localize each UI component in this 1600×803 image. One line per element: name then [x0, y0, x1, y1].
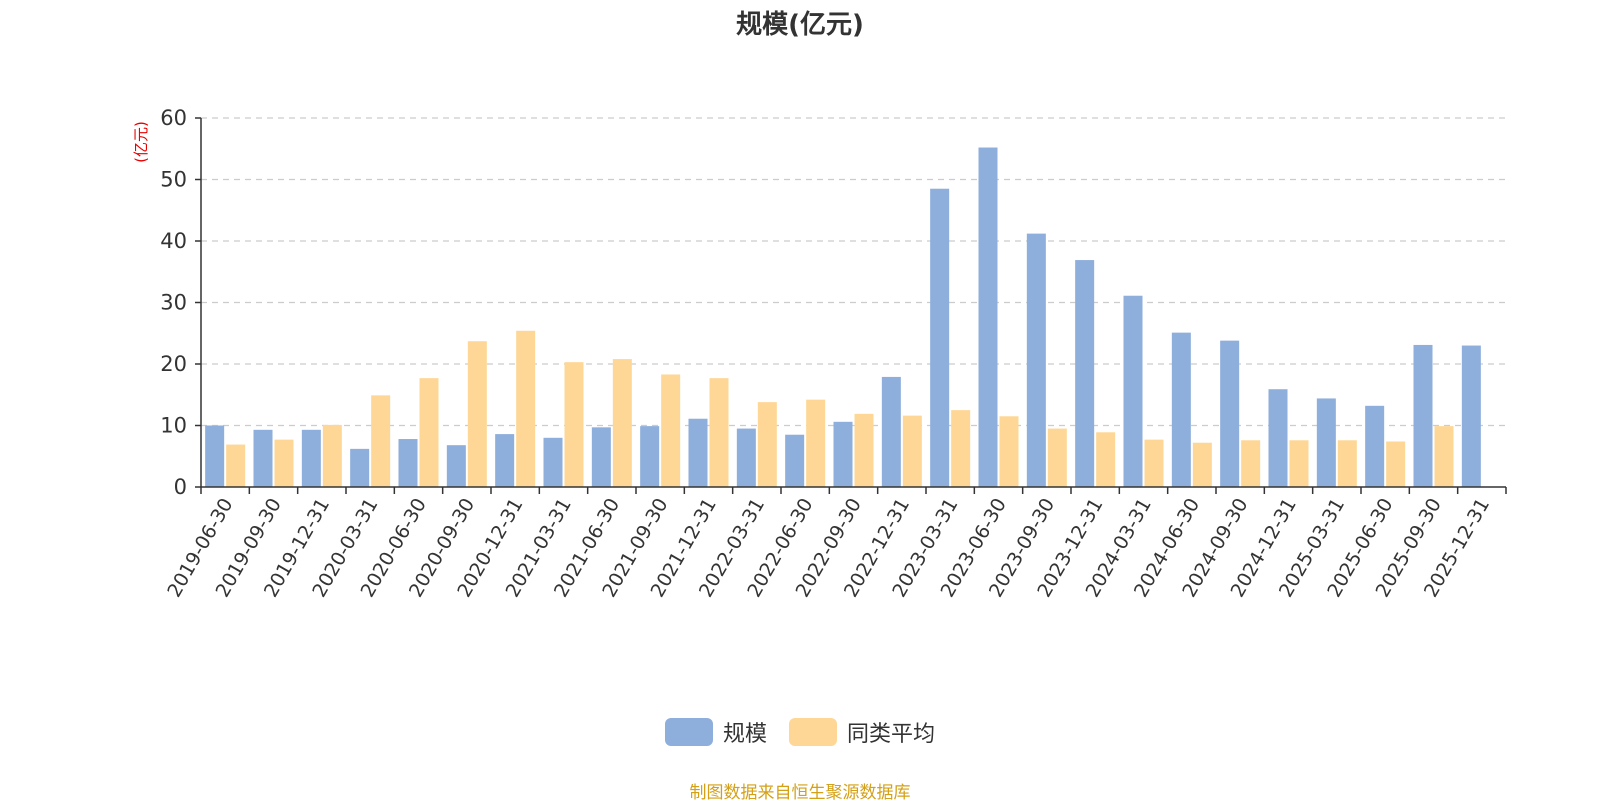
bar-scale[interactable]	[1316, 398, 1336, 487]
bar-scale[interactable]	[1123, 295, 1143, 487]
y-tick-label: 40	[160, 229, 187, 253]
bar-peer-average[interactable]	[999, 416, 1019, 487]
bar-scale[interactable]	[688, 418, 708, 487]
bar-peer-average[interactable]	[564, 362, 584, 487]
bar-peer-average[interactable]	[709, 378, 729, 487]
bar-peer-average[interactable]	[1047, 428, 1067, 487]
y-tick-label: 30	[160, 291, 187, 315]
bar-peer-average[interactable]	[467, 341, 487, 487]
bar-scale[interactable]	[350, 448, 370, 487]
bar-scale[interactable]	[881, 376, 901, 487]
bar-peer-average[interactable]	[902, 415, 922, 487]
bar-scale[interactable]	[1075, 260, 1095, 487]
bar-peer-average[interactable]	[1144, 439, 1164, 487]
bar-scale[interactable]	[495, 434, 515, 487]
bar-peer-average[interactable]	[516, 330, 536, 487]
bar-peer-average[interactable]	[757, 402, 777, 487]
legend-item-peer-average[interactable]: 同类平均	[789, 716, 935, 748]
bar-scale[interactable]	[205, 425, 225, 488]
source-note: 制图数据来自恒生聚源数据库	[689, 783, 911, 803]
bar-scale[interactable]	[253, 429, 273, 487]
bar-scale[interactable]	[1413, 344, 1433, 487]
bar-peer-average[interactable]	[322, 424, 342, 487]
y-tick-label: 60	[160, 106, 187, 130]
bar-peer-average[interactable]	[371, 395, 391, 487]
bar-peer-average[interactable]	[419, 378, 439, 487]
bar-peer-average[interactable]	[612, 359, 632, 487]
legend: 规模 同类平均	[0, 716, 1600, 748]
bar-peer-average[interactable]	[1289, 440, 1309, 487]
bar-scale[interactable]	[833, 421, 853, 487]
bar-scale[interactable]	[640, 426, 660, 487]
grid-lines	[201, 117, 1506, 427]
y-tick-label: 20	[160, 352, 187, 376]
bar-peer-average[interactable]	[1192, 442, 1212, 487]
bar-scale[interactable]	[736, 428, 756, 487]
legend-item-scale[interactable]: 规模	[664, 716, 767, 748]
bar-peer-average[interactable]	[274, 439, 294, 487]
bars	[205, 147, 1481, 488]
bar-peer-average[interactable]	[854, 413, 874, 487]
bar-peer-average[interactable]	[1241, 440, 1261, 487]
bar-scale[interactable]	[398, 439, 418, 487]
y-tick-label: 10	[160, 414, 187, 438]
bar-scale[interactable]	[1220, 340, 1240, 487]
legend-swatch-scale	[664, 718, 713, 746]
bar-scale[interactable]	[1461, 345, 1481, 487]
bar-peer-average[interactable]	[1096, 432, 1116, 487]
bar-scale[interactable]	[446, 445, 466, 487]
bar-peer-average[interactable]	[226, 444, 246, 487]
y-axis-label: (亿元)	[132, 121, 150, 163]
bar-peer-average[interactable]	[1337, 440, 1357, 487]
legend-label-peer-average: 同类平均	[847, 722, 936, 747]
bar-chart: 01020304050602019-06-302019-09-302019-12…	[132, 106, 1507, 601]
bar-scale[interactable]	[301, 429, 321, 487]
bar-scale[interactable]	[930, 188, 950, 487]
bar-scale[interactable]	[1026, 233, 1046, 487]
legend-swatch-peer-average	[789, 718, 837, 746]
chart-title: 规模(亿元)	[736, 10, 864, 40]
bar-scale[interactable]	[543, 437, 563, 487]
bar-scale[interactable]	[1268, 389, 1288, 487]
y-tick-label: 50	[160, 168, 187, 192]
bar-scale[interactable]	[1365, 405, 1385, 487]
y-tick-label: 0	[174, 475, 187, 499]
bar-scale[interactable]	[591, 427, 611, 487]
bar-scale[interactable]	[785, 434, 805, 487]
bar-scale[interactable]	[1171, 332, 1191, 487]
bar-scale[interactable]	[978, 147, 998, 487]
bar-peer-average[interactable]	[806, 399, 826, 487]
legend-label-scale: 规模	[722, 722, 767, 747]
bar-peer-average[interactable]	[661, 374, 681, 487]
axes: 01020304050602019-06-302019-09-302019-12…	[160, 106, 1507, 601]
bar-peer-average[interactable]	[1434, 426, 1454, 487]
bar-peer-average[interactable]	[951, 410, 971, 487]
bar-peer-average[interactable]	[1386, 441, 1406, 487]
